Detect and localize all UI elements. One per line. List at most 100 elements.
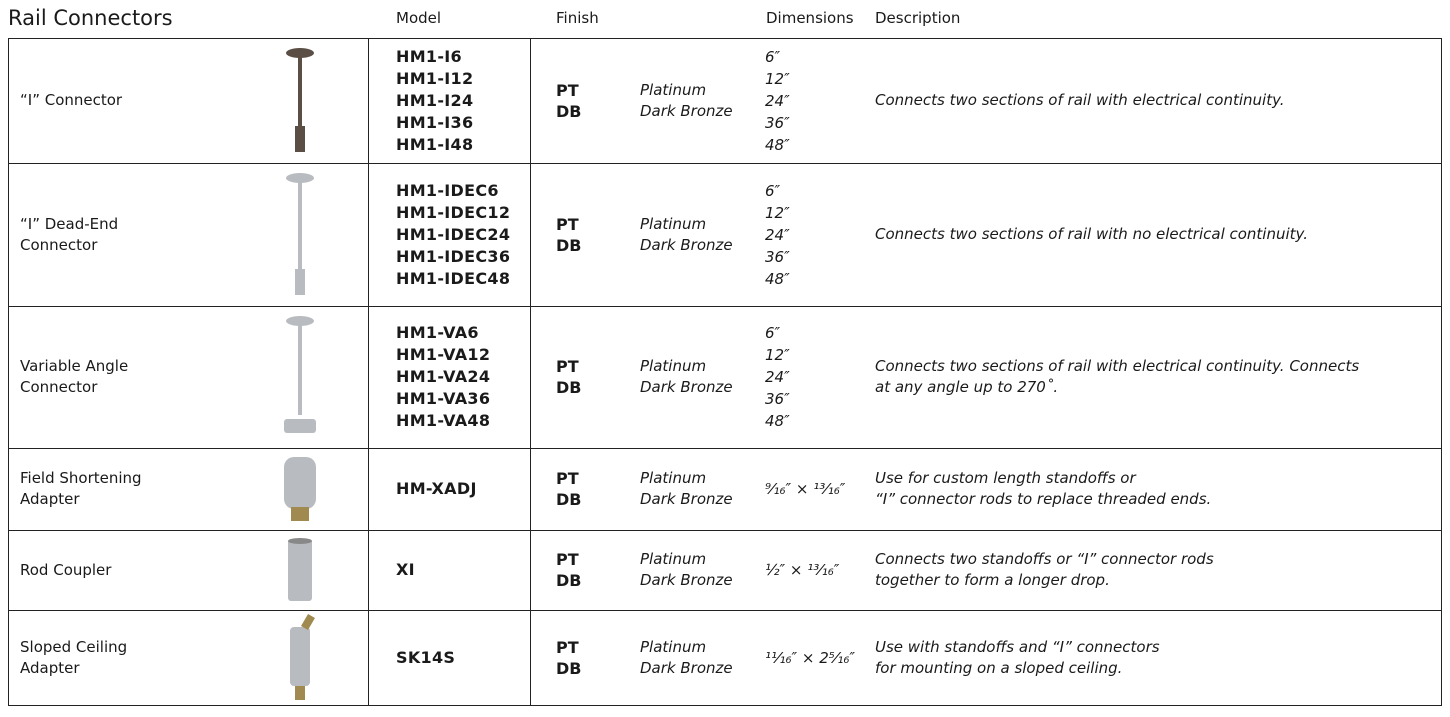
table-cell: ⁹⁄₁₆″ × ¹³⁄₁₆″	[765, 448, 870, 530]
dimension: 48″	[765, 269, 790, 288]
table-cell: “I” Connector	[20, 38, 260, 163]
model-number: HM1-I24	[396, 90, 474, 110]
finish-name: Platinum	[640, 357, 707, 375]
description: “I” connector rods to replace threaded e…	[875, 490, 1212, 508]
table-cell: Platinum Dark Bronze	[640, 610, 755, 705]
table-cell: PT DB	[556, 306, 626, 448]
finish-code: PT	[556, 80, 579, 100]
product-image	[284, 316, 316, 433]
table-cell: PT DB	[556, 38, 626, 163]
table-cell: SK14S	[396, 610, 526, 705]
column-border	[8, 38, 9, 705]
table-cell: Sloped Ceiling Adapter	[20, 610, 260, 705]
model-number: HM1-VA24	[396, 367, 491, 386]
dimension: 24″	[765, 91, 790, 110]
product-name: Connector	[20, 378, 98, 396]
product-name: “I” Connector	[20, 91, 123, 109]
finish-code: PT	[556, 214, 579, 234]
finish-code: PT	[556, 637, 579, 657]
column-header: Dimensions	[766, 9, 854, 27]
table-cell: HM-XADJ	[396, 448, 526, 530]
model-number: HM-XADJ	[396, 479, 477, 498]
model-number: HM1-I12	[396, 68, 474, 88]
dimension: 12″	[765, 346, 790, 364]
description: Connects two standoffs or “I” connector …	[875, 550, 1214, 568]
table-cell: 6″ 12″ 24″ 36″ 48″	[765, 163, 870, 306]
dimension: 36″	[765, 113, 790, 132]
product-name: Variable Angle	[20, 357, 129, 375]
product-name: Field Shortening	[20, 469, 142, 487]
table-cell: Platinum Dark Bronze	[640, 448, 755, 530]
product-name: Rod Coupler	[20, 560, 112, 579]
finish-name: Dark Bronze	[640, 101, 733, 120]
column-border	[368, 38, 369, 705]
model-number: HM1-IDEC6	[396, 180, 499, 200]
model-number: HM1-I36	[396, 112, 474, 132]
product-name: Sloped Ceiling	[20, 637, 128, 656]
finish-name: Platinum	[640, 214, 707, 233]
dimension: 36″	[765, 390, 790, 408]
dimension: 24″	[765, 368, 790, 386]
table-cell: Connects two standoffs or “I” connector …	[875, 530, 1435, 610]
dimension: 48″	[765, 135, 790, 154]
dimension: 6″	[765, 181, 781, 200]
description: Connects two sections of rail with no el…	[875, 225, 1309, 243]
finish-name: Platinum	[640, 80, 707, 99]
table-cell: Platinum Dark Bronze	[640, 530, 755, 610]
product-image	[284, 457, 316, 521]
table-cell: 6″ 12″ 24″ 36″ 48″	[765, 306, 870, 448]
row-border	[8, 610, 1442, 611]
description: for mounting on a sloped ceiling.	[875, 658, 1123, 677]
table-cell: Rod Coupler	[20, 530, 260, 610]
product-image	[286, 48, 314, 152]
product-image	[290, 613, 315, 700]
table-cell: HM1-I6 HM1-I12 HM1-I24 HM1-I36 HM1-I48	[396, 38, 526, 163]
finish-name: Platinum	[640, 550, 707, 568]
finish-code: PT	[556, 357, 579, 376]
dimension: 12″	[765, 203, 790, 222]
model-number: HM1-VA48	[396, 411, 491, 430]
dimension: 48″	[765, 412, 790, 430]
table-cell: PT DB	[556, 448, 626, 530]
dimension: 36″	[765, 247, 790, 266]
product-image	[286, 173, 314, 295]
finish-code: DB	[556, 235, 582, 255]
product-name: Adapter	[20, 490, 80, 508]
dimension: ⁹⁄₁₆″ × ¹³⁄₁₆″	[765, 480, 846, 498]
model-number: HM1-VA12	[396, 345, 491, 364]
finish-name: Platinum	[640, 469, 707, 487]
table-cell: Platinum Dark Bronze	[640, 38, 755, 163]
finish-code: DB	[556, 658, 582, 678]
description: Use for custom length standoffs or	[875, 469, 1136, 487]
table-cell: HM1-IDEC6 HM1-IDEC12 HM1-IDEC24 HM1-IDEC36 H…	[396, 163, 526, 306]
finish-name: Dark Bronze	[640, 658, 733, 677]
description: at any angle up to 270˚.	[875, 378, 1059, 396]
table-cell: HM1-VA6 HM1-VA12 HM1-VA24 HM1-VA36 HM1-VA48	[396, 306, 526, 448]
column-header: Description	[875, 9, 961, 27]
model-number: HM1-VA6	[396, 323, 479, 342]
table-cell: Connects two sections of rail with elect…	[875, 306, 1435, 448]
row-border	[8, 705, 1442, 706]
dimension: 12″	[765, 69, 790, 88]
table-cell: Field Shortening Adapter	[20, 448, 260, 530]
model-number: HM1-IDEC12	[396, 202, 511, 222]
column-border	[1441, 38, 1442, 705]
table-cell: “I” Dead-End Connector	[20, 163, 260, 306]
finish-code: DB	[556, 490, 582, 509]
table-title: Rail Connectors	[8, 6, 173, 30]
finish-code: PT	[556, 550, 579, 569]
description: together to form a longer drop.	[875, 571, 1110, 589]
column-header: Finish	[556, 9, 599, 27]
dimension: 6″	[765, 324, 781, 342]
table-cell: PT DB	[556, 530, 626, 610]
model-number: HM1-IDEC36	[396, 246, 511, 266]
model-number: HM1-IDEC24	[396, 224, 511, 244]
row-border	[8, 530, 1442, 531]
model-number: HM1-IDEC48	[396, 268, 511, 288]
column-header: Model	[396, 9, 442, 27]
dimension: ½″ × ¹³⁄₁₆″	[765, 561, 840, 579]
model-number: XI	[396, 560, 415, 579]
table-cell: 6″ 12″ 24″ 36″ 48″	[765, 38, 870, 163]
model-number: SK14S	[396, 647, 456, 667]
finish-code: DB	[556, 571, 582, 590]
